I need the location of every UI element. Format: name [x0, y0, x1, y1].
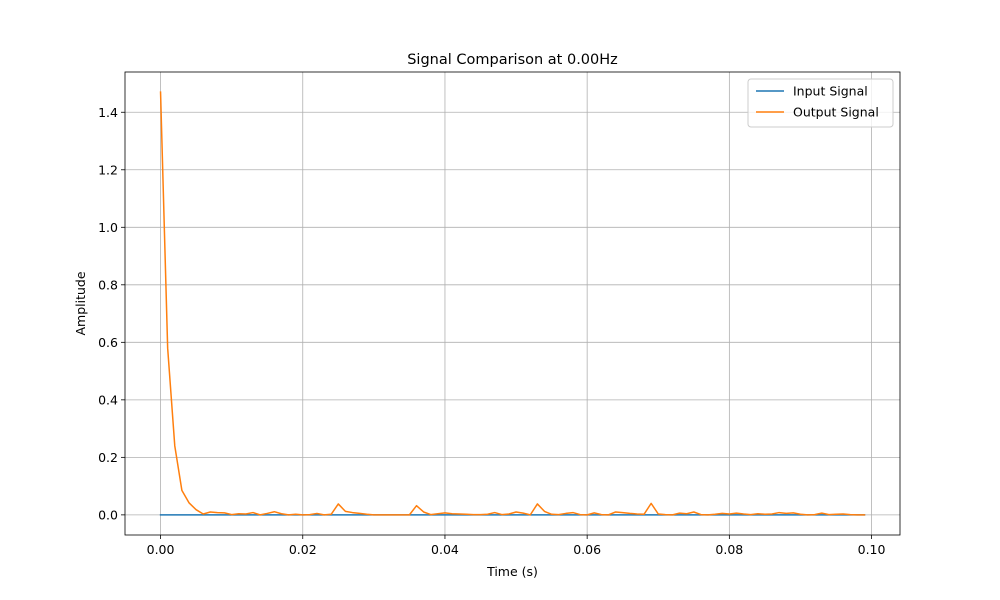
legend-label-output-signal: Output Signal [793, 105, 879, 120]
y-tick-label-1-4: 1.4 [98, 105, 118, 120]
x-tick-label-0-04: 0.04 [431, 542, 459, 557]
grid [125, 72, 900, 535]
series-layer [159, 91, 866, 516]
legend-box [747, 78, 894, 128]
chart-title: Signal Comparison at 0.00Hz [407, 52, 618, 68]
y-tick-label-0-8: 0.8 [98, 277, 118, 292]
y-tick-label-0-0: 0.0 [98, 507, 118, 522]
series-line-output-signal [159, 91, 866, 516]
x-tick-label-0-08: 0.08 [715, 542, 743, 557]
x-tick-label-0-10: 0.10 [858, 542, 886, 557]
y-tick-label-0-2: 0.2 [98, 450, 118, 465]
ticks: 0.00 0.02 0.04 0.06 0.08 0.10 0.0 0.2 0.4 0.6 0.8 1… [98, 105, 885, 557]
x-tick-label-0-00: 0.00 [147, 542, 175, 557]
legend-label-input-signal: Input Signal [793, 84, 868, 99]
x-tick-label-0-06: 0.06 [573, 542, 601, 557]
y-axis-label: Amplitude [73, 271, 88, 335]
y-tick-label-1-2: 1.2 [98, 162, 118, 177]
y-tick-label-0-4: 0.4 [98, 392, 118, 407]
legend: Input Signal Output Signal [747, 78, 894, 128]
x-tick-label-0-02: 0.02 [289, 542, 317, 557]
x-axis-label: Time (s) [486, 564, 538, 579]
y-tick-label-1-0: 1.0 [98, 220, 118, 235]
y-tick-label-0-6: 0.6 [98, 335, 118, 350]
axes-frame [124, 71, 901, 536]
